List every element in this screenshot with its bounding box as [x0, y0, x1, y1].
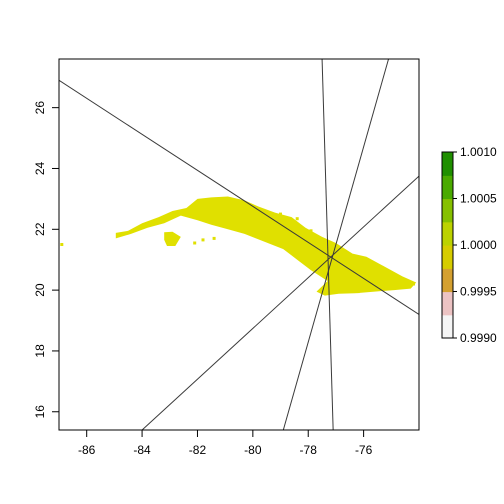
x-tick-label: -86 — [78, 443, 96, 457]
raster-cell — [60, 243, 64, 246]
raster-island — [164, 231, 181, 246]
raster-cell — [265, 215, 269, 219]
colorbar-tick-label: 1.0010 — [460, 145, 497, 159]
raster-cell — [412, 282, 415, 286]
raster-mainland — [115, 196, 417, 296]
colorbar-tick-label: 0.9995 — [460, 285, 497, 299]
colorbar-tick-label: 0.9990 — [460, 331, 497, 345]
x-tick-label: -84 — [133, 443, 151, 457]
colorbar-tick-label: 1.0000 — [460, 238, 497, 252]
x-tick-label: -76 — [355, 443, 373, 457]
colorbar-legend: 1.0010 1.0005 1.0000 0.9995 0.9990 — [441, 145, 497, 345]
y-axis: 16 18 20 22 24 26 — [33, 101, 60, 419]
colorbar-swatch — [442, 152, 453, 176]
colorbar-swatch — [442, 221, 453, 246]
transect-lines — [59, 59, 419, 430]
x-tick-label: -82 — [189, 443, 207, 457]
plot-frame — [58, 58, 420, 431]
raster-cell — [295, 217, 299, 221]
x-tick-label: -78 — [300, 443, 318, 457]
colorbar-swatch — [442, 314, 453, 339]
y-tick-label: 18 — [33, 344, 47, 358]
transect-line — [59, 79, 419, 315]
raster-cell — [309, 229, 313, 233]
colorbar-swatch — [442, 268, 453, 293]
raster-cell — [201, 238, 205, 242]
colorbar-tick-label: 1.0005 — [460, 192, 497, 206]
colorbar-swatch — [442, 198, 453, 223]
raster-cell — [212, 236, 216, 240]
y-tick-label: 16 — [33, 405, 47, 419]
colorbar-swatch — [442, 245, 453, 269]
colorbar-swatch — [442, 175, 453, 200]
transect-line — [141, 175, 419, 430]
x-axis: -86 -84 -82 -80 -78 -76 — [78, 429, 373, 457]
raster-cell — [234, 226, 238, 230]
colorbar-swatch — [442, 291, 453, 316]
y-tick-label: 24 — [33, 161, 47, 175]
raster-cell — [193, 241, 197, 245]
raster-layer — [60, 196, 417, 296]
x-tick-label: -80 — [244, 443, 262, 457]
transect-line — [321, 59, 334, 430]
transect-line — [282, 59, 390, 430]
raster-cell — [279, 212, 282, 216]
y-tick-label: 26 — [33, 101, 47, 115]
y-tick-label: 22 — [33, 222, 47, 236]
y-tick-label: 20 — [33, 283, 47, 297]
raster-cell — [356, 290, 360, 294]
